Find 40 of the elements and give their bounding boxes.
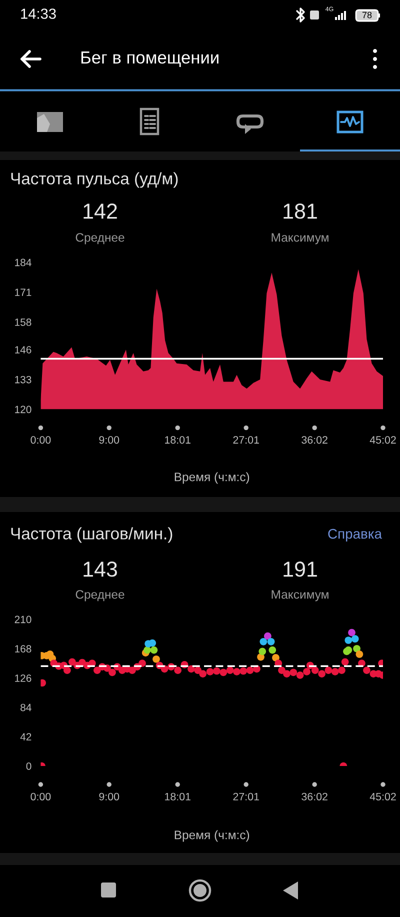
y-tick-label: 84 xyxy=(20,704,32,712)
text: 143 xyxy=(84,562,118,577)
x-tick-label: 9:00 xyxy=(99,792,120,800)
text: Справка xyxy=(328,528,382,542)
text: Среднее xyxy=(76,233,124,244)
x-tick-label: 0:00 xyxy=(30,436,51,444)
y-tick-label: 184 xyxy=(15,258,32,266)
chart-title: Частота (шагов/мин.) xyxy=(11,527,172,543)
text: 14:33 xyxy=(21,8,56,19)
y-tick-label: 42 xyxy=(20,733,32,740)
text: Максимум xyxy=(272,590,328,602)
text: Среднее xyxy=(76,590,124,602)
y-tick-label: 120 xyxy=(15,406,32,414)
x-tick-label: 18:01 xyxy=(165,436,190,444)
y-tick-label: 168 xyxy=(15,645,32,653)
x-axis-title: Время (ч:м:с) xyxy=(174,830,250,842)
x-axis-title: Время (ч:м:с) xyxy=(174,472,250,484)
text: 181 xyxy=(284,204,317,219)
text: 142 xyxy=(84,204,117,219)
y-tick-label: 133 xyxy=(15,376,32,384)
x-tick-label: 18:01 xyxy=(165,792,190,800)
x-tick-label: 0:00 xyxy=(30,792,51,800)
y-tick-label: 0 xyxy=(26,762,32,770)
y-tick-label: 158 xyxy=(15,318,32,326)
x-tick-label: 27:01 xyxy=(233,792,259,800)
x-tick-label: 36:02 xyxy=(302,436,328,444)
x-tick-label: 45:02 xyxy=(370,436,396,444)
text: 191 xyxy=(284,562,317,577)
x-tick-label: 36:02 xyxy=(302,792,328,800)
text: 78 xyxy=(362,12,372,18)
y-tick-label: 210 xyxy=(14,616,32,624)
y-tick-label: 126 xyxy=(15,674,32,682)
y-tick-label: 171 xyxy=(15,288,32,296)
chart-title: Частота пульса (уд/м) xyxy=(11,172,178,188)
text: Максимум xyxy=(272,233,328,244)
x-tick-label: 27:01 xyxy=(233,436,259,444)
text: Бег в помещении xyxy=(81,52,218,67)
y-tick-label: 146 xyxy=(15,346,32,354)
x-tick-label: 9:00 xyxy=(99,436,120,444)
x-tick-label: 45:02 xyxy=(370,792,396,800)
